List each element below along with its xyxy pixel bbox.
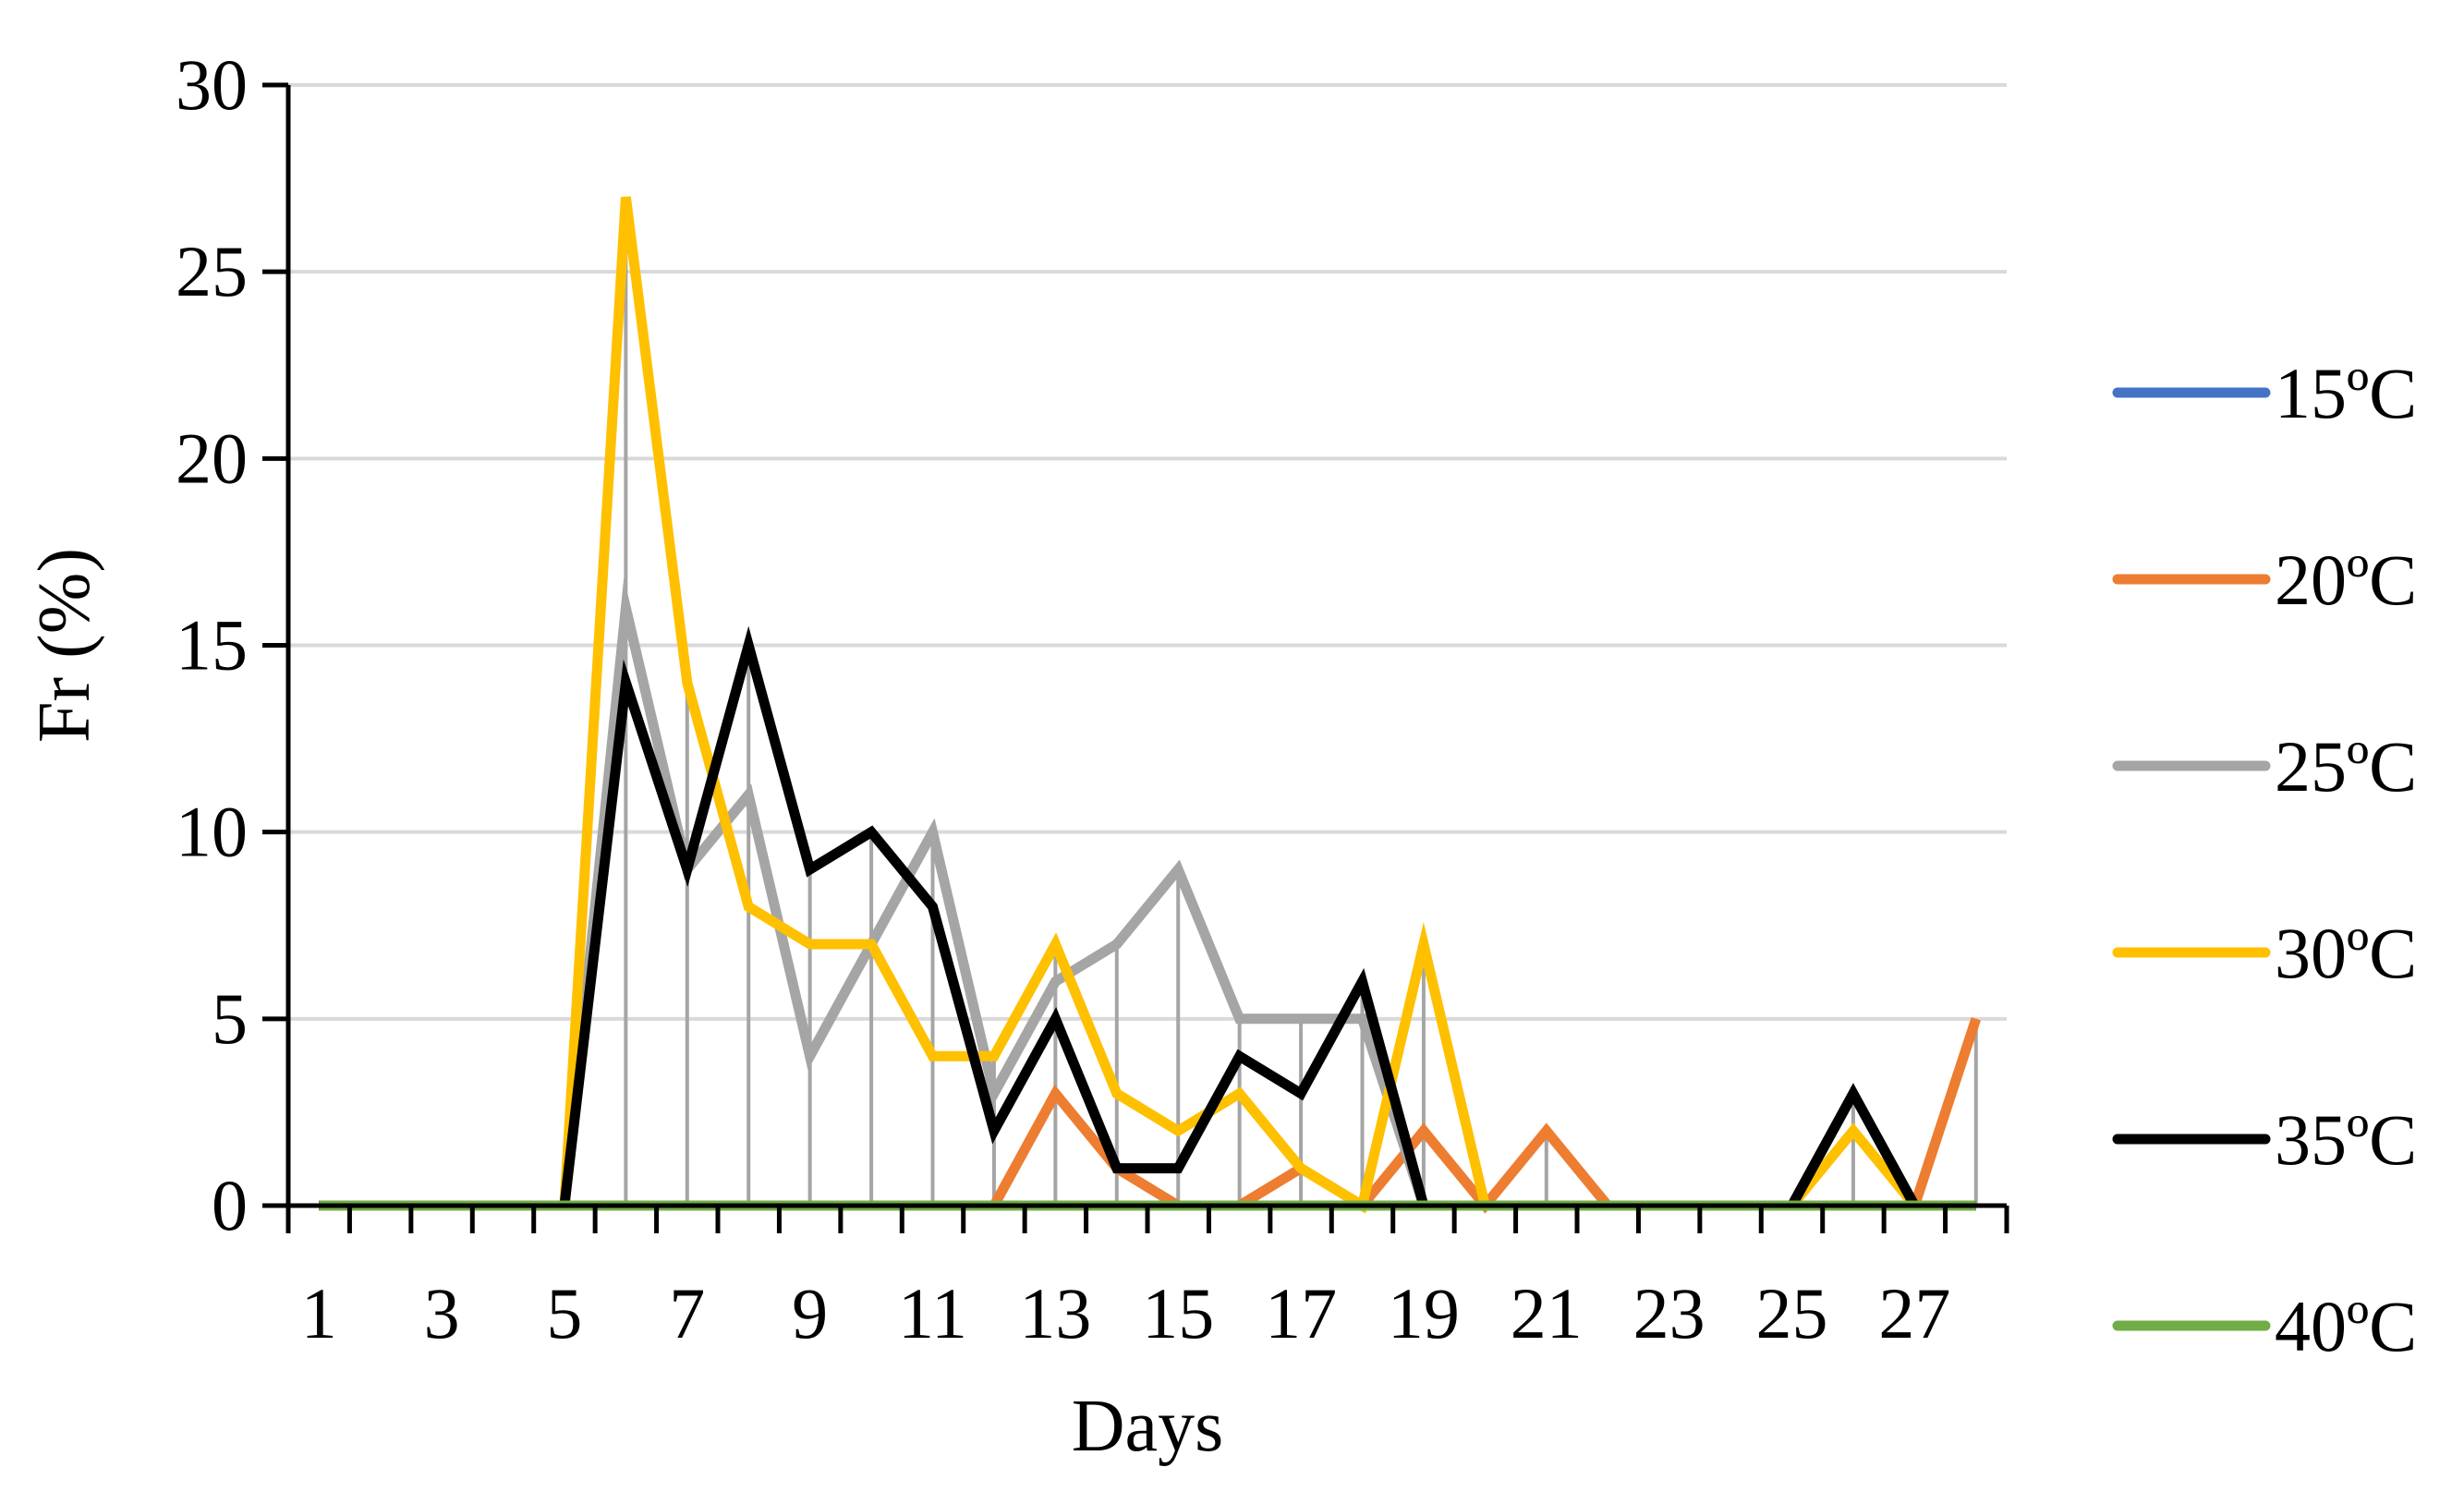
legend-label: 40ºC — [2275, 1286, 2417, 1366]
y-axis-title: Fr (%) — [24, 548, 105, 743]
x-tick-label: 9 — [792, 1273, 828, 1353]
y-tick-label: 15 — [176, 605, 248, 685]
legend-label: 20ºC — [2275, 540, 2417, 620]
axes — [262, 82, 2009, 1233]
series-line-4 — [319, 196, 1976, 1214]
x-tick-label: 1 — [301, 1273, 337, 1353]
legend: 15ºC 20ºC 25ºC 30ºC 35ºC 40ºC — [2112, 353, 2417, 1366]
y-tick-label: 30 — [176, 44, 248, 125]
legend-label: 35ºC — [2275, 1099, 2417, 1180]
x-tick-label: 3 — [424, 1273, 460, 1353]
x-tick-label: 7 — [669, 1273, 705, 1353]
x-tick-label: 11 — [898, 1273, 967, 1353]
series-lines — [319, 196, 1982, 1214]
x-tick-label: 5 — [546, 1273, 582, 1353]
x-axis-title: Days — [1072, 1386, 1223, 1467]
x-tick-label: 13 — [1019, 1273, 1091, 1353]
drop-lines — [624, 197, 1978, 1206]
legend-label: 30ºC — [2275, 913, 2417, 993]
y-tick-label: 25 — [176, 231, 248, 311]
y-tick-label: 20 — [176, 418, 248, 498]
y-tick-label: 10 — [176, 792, 248, 872]
legend-label: 15ºC — [2275, 353, 2417, 433]
y-tick-label: 5 — [212, 978, 248, 1059]
x-tick-label: 21 — [1511, 1273, 1583, 1353]
x-tick-label: 25 — [1756, 1273, 1828, 1353]
x-tick-label: 17 — [1265, 1273, 1337, 1353]
x-tick-label: 15 — [1142, 1273, 1214, 1353]
legend-label: 25ºC — [2275, 726, 2417, 807]
x-tick-label: 23 — [1633, 1273, 1705, 1353]
y-tick-label: 0 — [212, 1165, 248, 1245]
x-tick-label: 27 — [1878, 1273, 1950, 1353]
x-tick-label: 19 — [1388, 1273, 1460, 1353]
gridlines — [288, 83, 2007, 1021]
